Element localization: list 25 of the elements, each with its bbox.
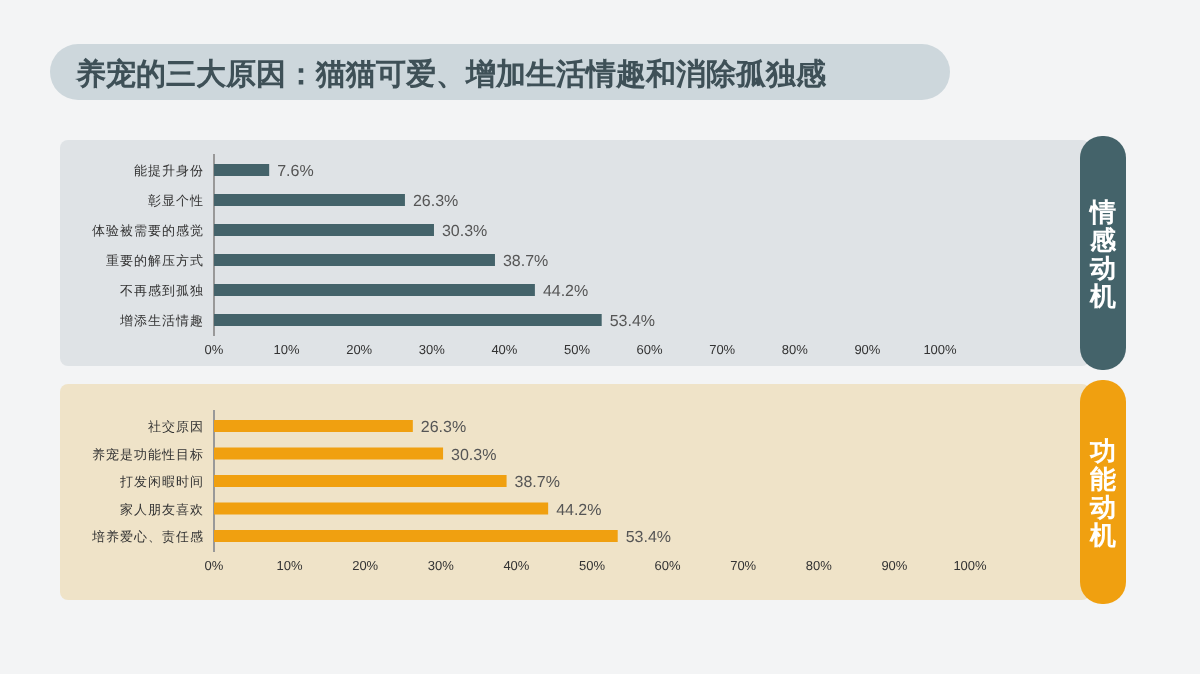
data-label: 53.4%	[609, 312, 656, 330]
bar	[214, 475, 507, 487]
data-label: 26.3%	[412, 192, 459, 210]
bar	[214, 420, 413, 432]
data-label: 38.7%	[502, 252, 549, 270]
bar	[214, 254, 495, 266]
bar	[214, 224, 434, 236]
bar	[214, 284, 535, 296]
data-label: 30.3%	[451, 445, 497, 464]
data-label: 7.6%	[277, 162, 314, 180]
bar	[214, 530, 618, 542]
data-label: 44.2%	[556, 500, 602, 519]
bar	[214, 314, 602, 326]
bar	[214, 447, 444, 460]
y-axis-title: 情感动机	[1088, 197, 1118, 311]
chart-title: 养宠的三大原因：猫猫可爱、增加生活情趣和消除孤独感	[74, 56, 828, 92]
data-label: 26.3%	[420, 418, 467, 436]
bar	[214, 502, 549, 515]
data-label: 44.2%	[542, 282, 589, 300]
bar	[214, 164, 270, 176]
data-label: 30.3%	[441, 222, 488, 240]
y-axis-title: 功能动机	[1088, 436, 1118, 550]
data-label: 38.7%	[514, 473, 560, 491]
bar	[214, 194, 405, 206]
data-label: 53.4%	[625, 528, 672, 546]
